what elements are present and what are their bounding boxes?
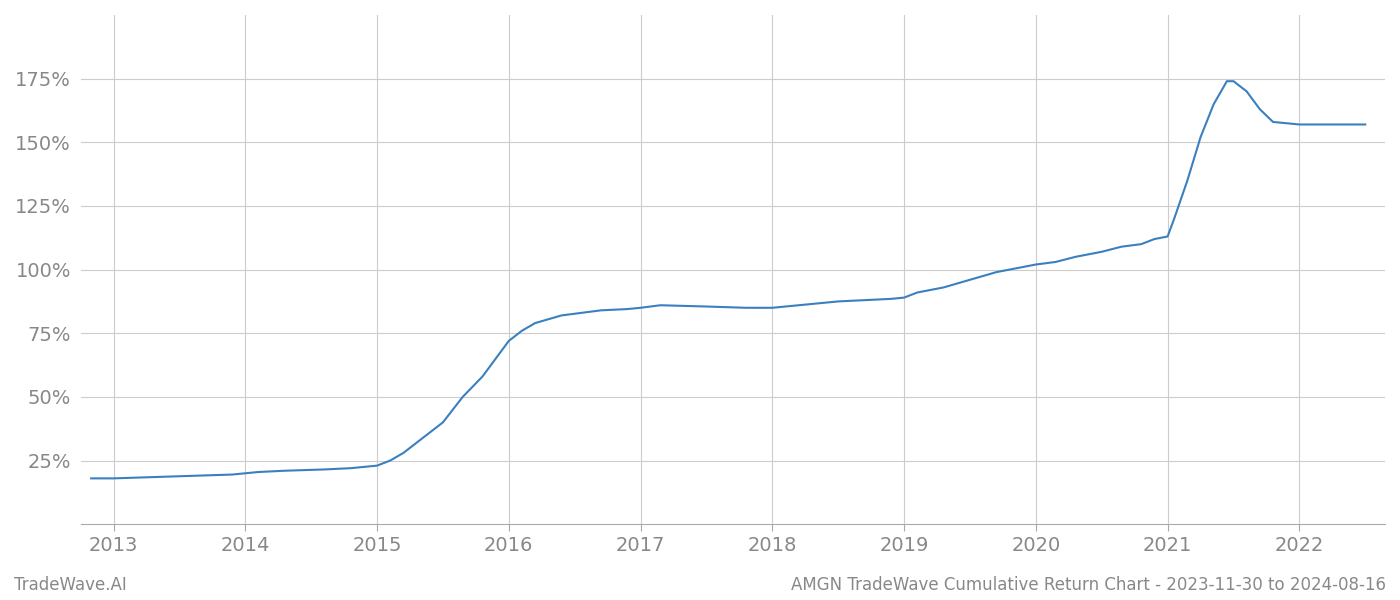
Text: TradeWave.AI: TradeWave.AI — [14, 576, 127, 594]
Text: AMGN TradeWave Cumulative Return Chart - 2023-11-30 to 2024-08-16: AMGN TradeWave Cumulative Return Chart -… — [791, 576, 1386, 594]
